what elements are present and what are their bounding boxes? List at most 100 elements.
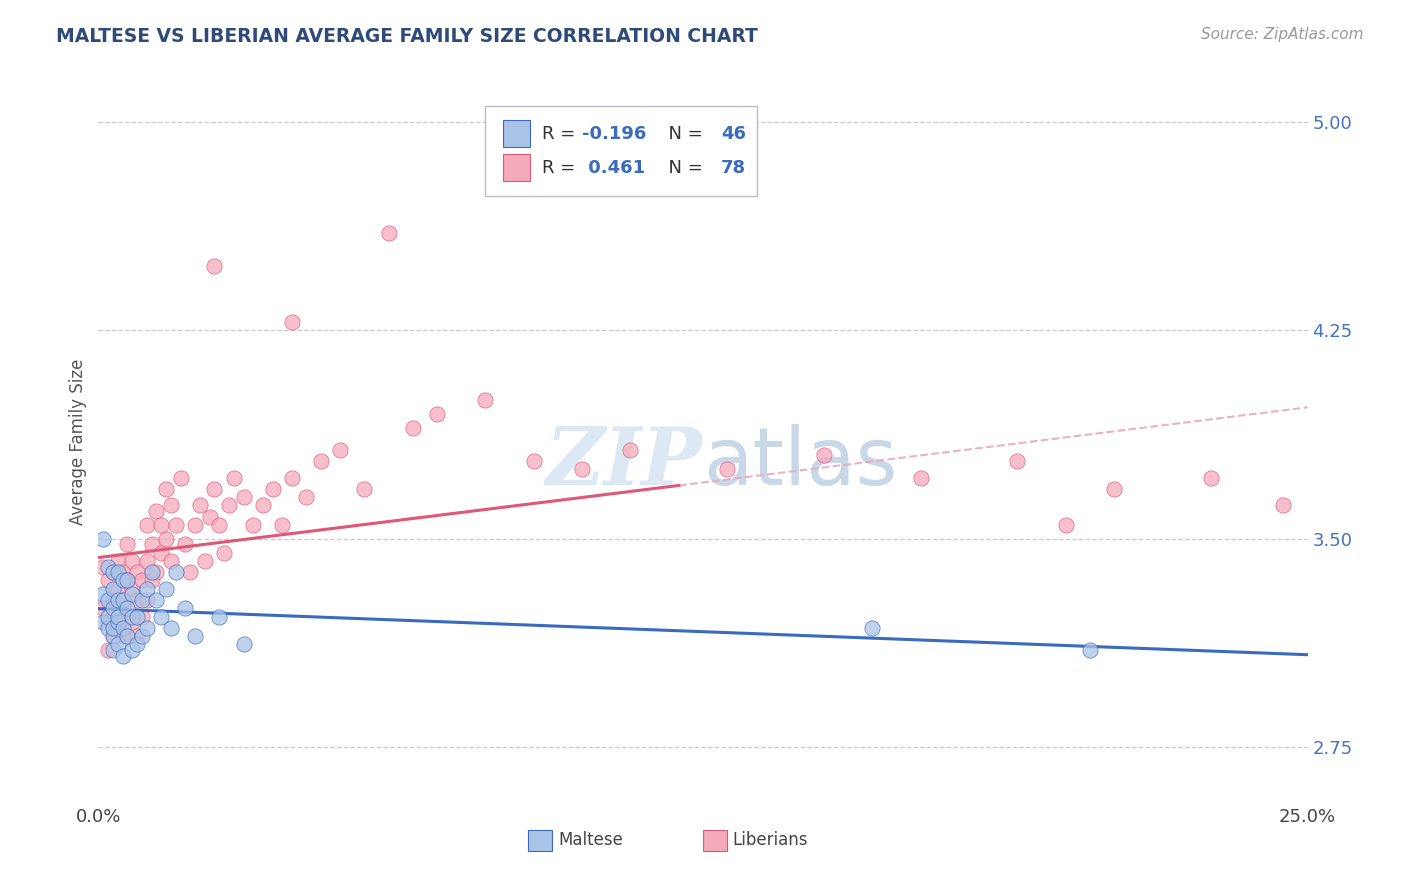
Y-axis label: Average Family Size: Average Family Size	[69, 359, 87, 524]
Point	[353, 482, 375, 496]
Point	[107, 554, 129, 568]
Point	[204, 260, 226, 274]
Point	[179, 565, 201, 579]
Point	[169, 471, 191, 485]
Point	[1054, 517, 1077, 532]
Point	[135, 517, 157, 532]
Text: ZIP: ZIP	[546, 425, 703, 502]
Point	[101, 629, 124, 643]
Point	[232, 637, 254, 651]
Point	[97, 615, 120, 630]
Text: R =: R =	[543, 159, 581, 177]
Point	[150, 609, 173, 624]
Point	[127, 637, 149, 651]
Point	[474, 392, 496, 407]
Point	[155, 582, 177, 596]
Point	[141, 574, 163, 588]
Point	[141, 537, 163, 551]
Point	[121, 615, 143, 630]
Point	[111, 565, 134, 579]
Point	[121, 582, 143, 596]
Point	[111, 648, 134, 663]
Point	[194, 554, 217, 568]
Point	[160, 554, 183, 568]
Point	[97, 574, 120, 588]
Point	[107, 609, 129, 624]
Point	[97, 643, 120, 657]
Point	[281, 315, 304, 329]
Point	[121, 554, 143, 568]
Point	[101, 565, 124, 579]
Point	[222, 471, 245, 485]
Text: -0.196: -0.196	[582, 125, 647, 143]
Point	[97, 621, 120, 635]
Point	[295, 490, 318, 504]
Point	[101, 582, 124, 596]
Point	[523, 454, 546, 468]
Point	[208, 609, 231, 624]
Point	[141, 565, 163, 579]
Point	[281, 471, 304, 485]
Point	[204, 482, 226, 496]
Point	[117, 629, 139, 643]
Point	[208, 517, 231, 532]
Point	[111, 593, 134, 607]
Point	[107, 615, 129, 630]
Point	[813, 449, 835, 463]
Point	[1272, 499, 1295, 513]
Point	[165, 565, 187, 579]
Point	[232, 490, 254, 504]
Point	[131, 629, 153, 643]
FancyBboxPatch shape	[503, 154, 530, 181]
Point	[242, 517, 264, 532]
Text: Liberians: Liberians	[733, 831, 807, 849]
Text: Source: ZipAtlas.com: Source: ZipAtlas.com	[1201, 27, 1364, 42]
FancyBboxPatch shape	[527, 830, 551, 851]
Point	[1078, 643, 1101, 657]
Point	[111, 621, 134, 635]
Point	[910, 471, 932, 485]
Point	[101, 593, 124, 607]
Point	[107, 593, 129, 607]
Point	[426, 407, 449, 421]
Point	[107, 565, 129, 579]
Point	[1199, 471, 1222, 485]
Point	[212, 546, 235, 560]
Point	[117, 609, 139, 624]
FancyBboxPatch shape	[485, 105, 758, 196]
Point	[271, 517, 294, 532]
FancyBboxPatch shape	[503, 120, 530, 147]
Point	[107, 621, 129, 635]
Point	[101, 601, 124, 615]
Text: 0.461: 0.461	[582, 159, 645, 177]
Point	[107, 637, 129, 651]
Point	[184, 517, 207, 532]
Point	[135, 593, 157, 607]
Text: Maltese: Maltese	[558, 831, 623, 849]
Point	[97, 559, 120, 574]
Point	[184, 629, 207, 643]
Point	[117, 601, 139, 615]
Point	[377, 226, 399, 240]
Point	[131, 609, 153, 624]
Point	[97, 593, 120, 607]
Point	[91, 615, 114, 630]
Point	[218, 499, 240, 513]
Point	[121, 587, 143, 601]
Point	[145, 593, 167, 607]
Point	[101, 609, 124, 624]
Point	[150, 546, 173, 560]
Text: MALTESE VS LIBERIAN AVERAGE FAMILY SIZE CORRELATION CHART: MALTESE VS LIBERIAN AVERAGE FAMILY SIZE …	[56, 27, 758, 45]
Point	[160, 499, 183, 513]
Point	[619, 442, 641, 457]
Point	[1007, 454, 1029, 468]
Point	[174, 601, 197, 615]
FancyBboxPatch shape	[703, 830, 727, 851]
Point	[127, 565, 149, 579]
Point	[145, 565, 167, 579]
Text: N =: N =	[657, 125, 709, 143]
Text: 78: 78	[721, 159, 747, 177]
Point	[111, 629, 134, 643]
Point	[155, 482, 177, 496]
Point	[402, 420, 425, 434]
